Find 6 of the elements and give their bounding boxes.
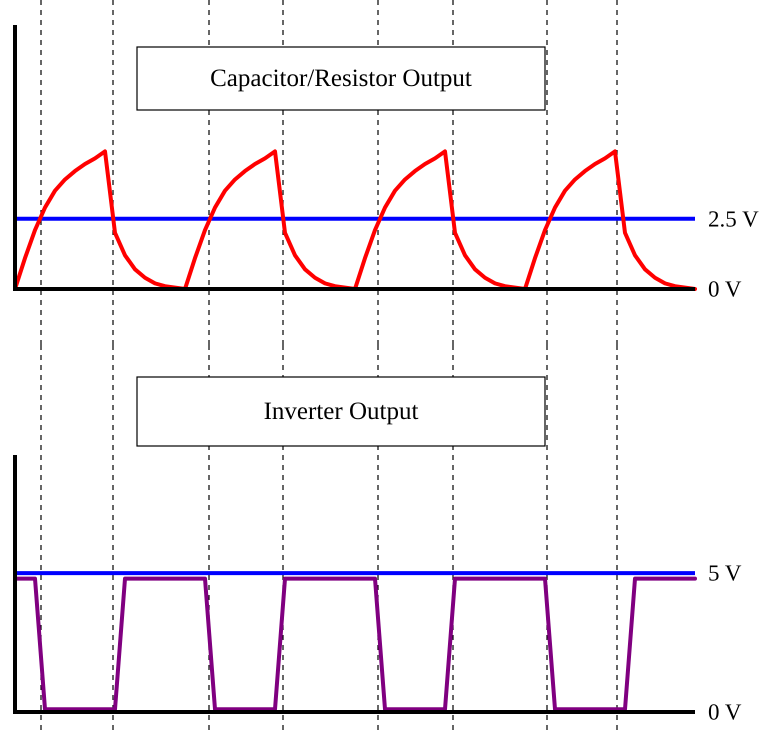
text: Capacitor/Resistor Output <box>210 65 472 92</box>
y-tick-label: 2.5 V <box>708 206 760 232</box>
chart-title: Inverter Output <box>264 398 418 425</box>
y-tick-label: 0 V <box>708 276 742 302</box>
y-tick-label: 0 V <box>708 700 742 724</box>
y-tick-label: 5 V <box>708 560 742 586</box>
